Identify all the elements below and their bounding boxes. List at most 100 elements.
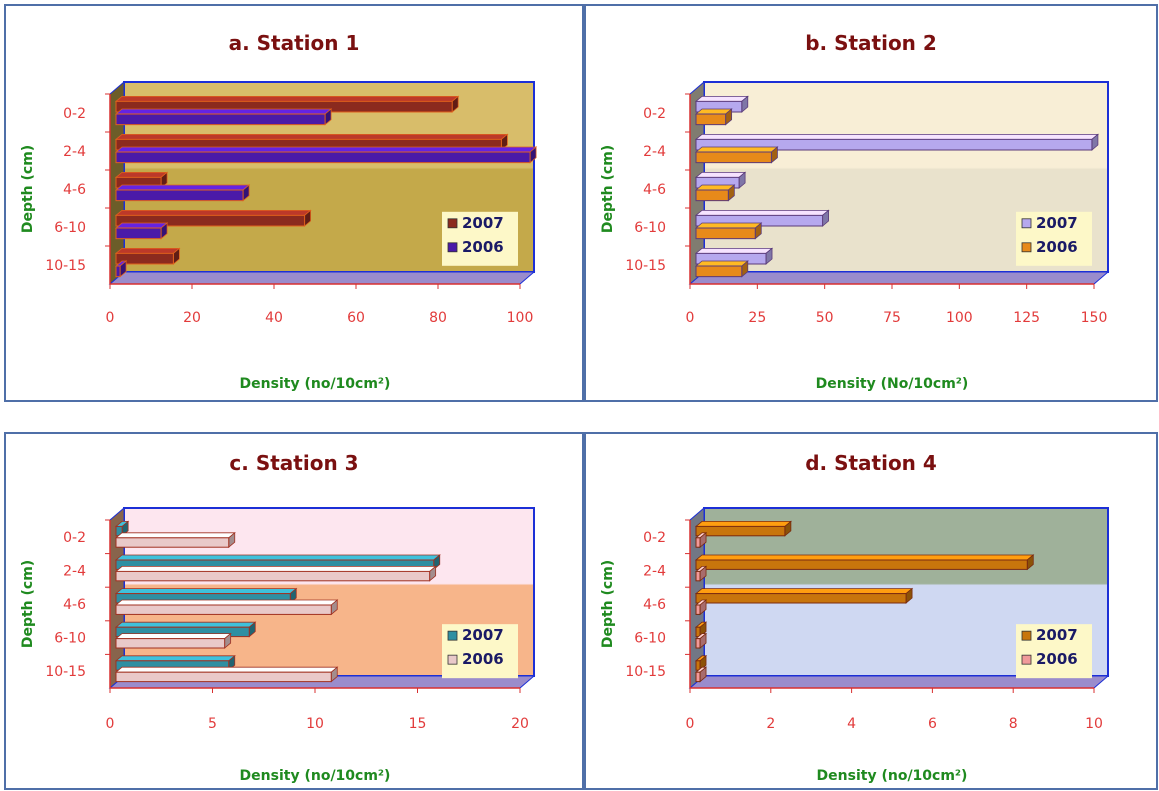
chart-3-ylabel: Depth (cm) <box>20 560 36 648</box>
chart-2-legend-swatch-2006 <box>1021 242 1032 253</box>
chart-1-bar-top-2006-0 <box>114 108 333 115</box>
chart-3-ytick-label-3: 6-10 <box>54 631 86 647</box>
chart-svg-station-4: d. Station 4 0 2 4 6 8 10 0-2 2-4 4-6 6-10 10-15 Dep… <box>600 451 1110 784</box>
chart-1-ytick-label-2: 4-6 <box>63 182 86 198</box>
chart-2-bar-top-2007-3 <box>694 209 830 216</box>
chart-1-ylabel: Depth (cm) <box>20 145 36 233</box>
chart-2-xtick-label-3: 75 <box>883 310 901 326</box>
chart-4-xtick-label-4: 8 <box>1009 716 1018 732</box>
chart-1-title: a. Station 1 <box>229 31 360 55</box>
chart-4-title: d. Station 4 <box>805 451 937 475</box>
chart-3-bar-2006-2 <box>115 604 332 615</box>
chart-3-xtick-label-0: 0 <box>106 716 115 732</box>
chart-3-bar-top-2006-2 <box>114 599 339 606</box>
chart-3-bar-2006-4 <box>115 671 332 683</box>
chart-panel-station-3: c. Station 3 0 5 10 15 20 0-2 2-4 4-6 6-10 10-15 De… <box>4 432 584 790</box>
chart-1-legend-swatch-2006 <box>447 242 458 253</box>
chart-1-xtick-label-4: 80 <box>429 310 447 326</box>
chart-1-bar-top-2007-2 <box>114 171 169 178</box>
chart-3-xtick-label-3: 15 <box>409 716 427 732</box>
chart-3-ytick-label-0: 0-2 <box>63 530 86 546</box>
chart-3-bar-top-2007-4 <box>114 655 236 662</box>
chart-4-xtick-label-5: 10 <box>1085 716 1103 732</box>
chart-2-title: b. Station 2 <box>805 31 937 55</box>
chart-2-bar-2006-4 <box>695 265 743 278</box>
chart-3-ytick-label-1: 2-4 <box>63 563 86 579</box>
chart-3-bar-top-2006-4 <box>114 666 339 673</box>
chart-4-xtick-label-0: 0 <box>686 716 695 732</box>
chart-3-bar-top-2006-3 <box>114 633 232 640</box>
chart-3-legend-label-2007: 2007 <box>462 626 504 644</box>
chart-1-bar-2007-4 <box>115 252 174 265</box>
chart-4-ytick-label-1: 2-4 <box>643 563 666 579</box>
chart-3-xlabel: Density (no/10cm²) <box>240 768 391 784</box>
chart-3-bar-top-2006-1 <box>114 565 437 572</box>
chart-2-xtick-label-5: 125 <box>1013 310 1040 326</box>
chart-1-ytick-label-4: 10-15 <box>45 258 86 274</box>
chart-2-legend-label-2006: 2006 <box>1036 238 1078 256</box>
chart-1-bar-2006-4 <box>115 265 121 278</box>
chart-1-xtick-label-3: 60 <box>347 310 365 326</box>
chart-2-bar-top-2007-1 <box>694 133 1100 140</box>
chart-panel-station-4: d. Station 4 0 2 4 6 8 10 0-2 2-4 4-6 6-10 10-15 Dep… <box>584 432 1158 790</box>
chart-2-xtick-label-4: 100 <box>946 310 973 326</box>
chart-3-bar-top-2006-0 <box>114 532 236 539</box>
chart-1-bar-2006-1 <box>115 151 531 164</box>
chart-3-bar-2006-1 <box>115 570 431 582</box>
chart-3-legend-label-2006: 2006 <box>462 650 504 668</box>
chart-2-bar-top-2007-2 <box>694 171 747 178</box>
chart-1-bar-top-2006-3 <box>114 222 169 229</box>
chart-4-legend-label-2007: 2007 <box>1036 626 1078 644</box>
chart-3-legend-swatch-2007 <box>447 630 458 641</box>
chart-4-ylabel: Depth (cm) <box>600 560 616 648</box>
chart-panel-station-1: a. Station 1 0 20 40 60 80 100 0-2 2-4 4-6 6-10 10-… <box>4 4 584 402</box>
chart-4-xtick-label-1: 2 <box>766 716 775 732</box>
chart-4-bar-top-2007-2 <box>694 588 914 594</box>
chart-2-xlabel: Density (No/10cm²) <box>816 376 969 392</box>
chart-4-ytick-label-4: 10-15 <box>625 664 666 680</box>
chart-1-bar-top-2007-1 <box>114 133 509 140</box>
chart-1-bar-top-2007-3 <box>114 209 312 216</box>
chart-2-bar-2006-3 <box>695 227 756 240</box>
chart-2-bar-top-2007-0 <box>694 95 749 102</box>
chart-4-ytick-label-2: 4-6 <box>643 597 666 613</box>
chart-4-legend-label-2006: 2006 <box>1036 650 1078 668</box>
chart-1-bar-2006-0 <box>115 113 326 126</box>
chart-2-ytick-label-3: 6-10 <box>634 220 666 236</box>
chart-2-ytick-label-4: 10-15 <box>625 258 666 274</box>
chart-1-ytick-label-0: 0-2 <box>63 106 86 122</box>
chart-1-bar-top-2006-1 <box>114 146 538 153</box>
chart-1-ytick-label-3: 6-10 <box>54 220 86 236</box>
chart-2-bar-2006-1 <box>695 151 772 164</box>
chart-2-floor <box>688 271 1110 285</box>
chart-3-xtick-label-4: 20 <box>511 716 529 732</box>
chart-4-xlabel: Density (no/10cm²) <box>817 768 968 784</box>
chart-1-xtick-label-1: 20 <box>183 310 201 326</box>
chart-1-bar-2006-3 <box>115 227 162 240</box>
chart-3-bar-top-2007-1 <box>114 554 441 561</box>
chart-4-ytick-label-3: 6-10 <box>634 631 666 647</box>
chart-4-bar-2007-3 <box>695 626 701 638</box>
chart-1-legend-label-2007: 2007 <box>462 214 504 232</box>
chart-2-xtick-label-0: 0 <box>686 310 695 326</box>
chart-2-ytick-label-2: 4-6 <box>643 182 666 198</box>
chart-4-bar-2007-4 <box>695 660 701 671</box>
chart-1-legend-swatch-2007 <box>447 218 458 229</box>
chart-4-legend-swatch-2006 <box>1021 654 1032 665</box>
chart-panel-station-2: b. Station 2 0 25 50 75 100 125 150 0-2 2-4 4-6 6-1… <box>584 4 1158 402</box>
chart-1-xlabel: Density (no/10cm²) <box>240 376 391 392</box>
chart-svg-station-2: b. Station 2 0 25 50 75 100 125 150 0-2 2-4 4-6 6-1… <box>600 31 1110 392</box>
chart-3-bar-top-2007-3 <box>114 621 257 628</box>
chart-2-ytick-label-1: 2-4 <box>643 144 666 160</box>
chart-1-bar-2007-3 <box>115 214 306 227</box>
chart-4-xtick-label-3: 6 <box>928 716 937 732</box>
chart-2-bar-2006-2 <box>695 189 729 202</box>
chart-3-ytick-label-4: 10-15 <box>45 664 86 680</box>
chart-1-bar-2006-2 <box>115 189 244 202</box>
chart-2-bar-top-2006-4 <box>694 260 749 267</box>
chart-4-legend-swatch-2007 <box>1021 630 1032 641</box>
chart-3-xtick-label-1: 5 <box>208 716 217 732</box>
chart-2-legend-label-2007: 2007 <box>1036 214 1078 232</box>
chart-1-xtick-label-0: 0 <box>106 310 115 326</box>
chart-svg-station-1: a. Station 1 0 20 40 60 80 100 0-2 2-4 4-6 6-10 10-… <box>20 31 538 392</box>
